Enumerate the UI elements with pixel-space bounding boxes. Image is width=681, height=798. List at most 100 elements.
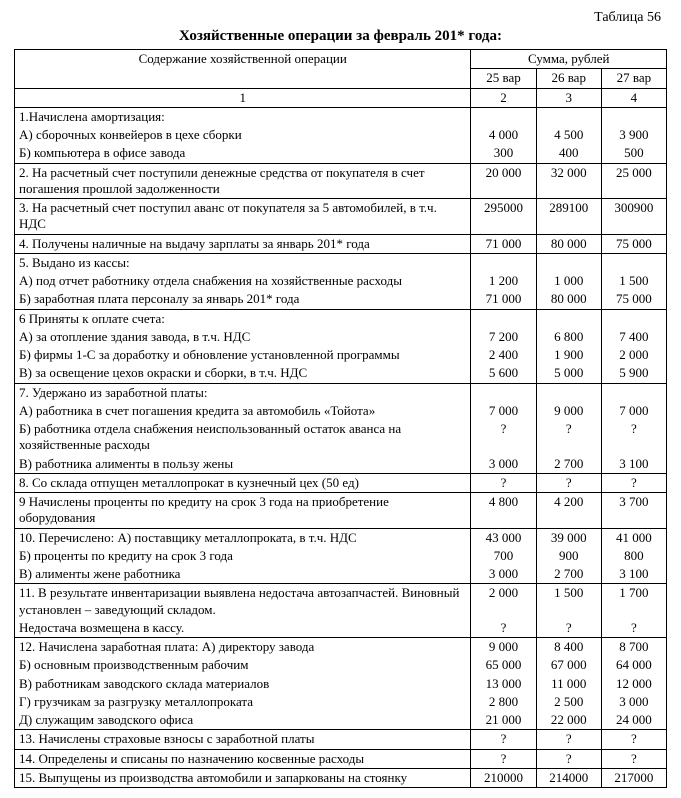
table-row: 7. Удержано из заработной платы: — [15, 383, 667, 402]
row-v1: 7 200 — [471, 328, 536, 346]
row-v3: 8 700 — [601, 638, 666, 657]
row-v2: ? — [536, 730, 601, 749]
row-v3 — [601, 253, 666, 272]
row-v2: 400 — [536, 144, 601, 163]
row-desc: 13. Начислены страховые взносы с заработ… — [15, 730, 471, 749]
table-row: 10. Перечислено: А) поставщику металлопр… — [15, 528, 667, 547]
table-row: А) за отопление здания завода, в т.ч. НД… — [15, 328, 667, 346]
row-v3: 800 — [601, 547, 666, 565]
row-v2: 80 000 — [536, 234, 601, 253]
row-v3: 217000 — [601, 768, 666, 787]
table-row: 12. Начислена заработная плата: А) дирек… — [15, 638, 667, 657]
table-row: Б) компьютера в офисе завода300400500 — [15, 144, 667, 163]
table-row: В) работникам заводского склада материал… — [15, 675, 667, 693]
row-v2: ? — [536, 420, 601, 455]
row-v1: 210000 — [471, 768, 536, 787]
row-v3: 75 000 — [601, 290, 666, 309]
row-v1: 71 000 — [471, 234, 536, 253]
row-v2: ? — [536, 473, 601, 492]
row-v2 — [536, 253, 601, 272]
row-desc: Д) служащим заводского офиса — [15, 711, 471, 730]
row-v2: 80 000 — [536, 290, 601, 309]
row-v1: 2 800 — [471, 693, 536, 711]
table-row: 5. Выдано из кассы: — [15, 253, 667, 272]
table-row: В) за освещение цехов окраски и сборки, … — [15, 364, 667, 383]
row-desc: Б) заработная плата персоналу за январь … — [15, 290, 471, 309]
page-title: Хозяйственные операции за февраль 201* г… — [14, 28, 667, 45]
row-v1: 1 200 — [471, 272, 536, 290]
row-v2: 22 000 — [536, 711, 601, 730]
table-row: 9 Начислены проценты по кредиту на срок … — [15, 493, 667, 529]
row-v1: 3 000 — [471, 565, 536, 584]
row-v2: 900 — [536, 547, 601, 565]
row-v3: 2 000 — [601, 346, 666, 364]
row-v1: 5 600 — [471, 364, 536, 383]
row-desc: Б) проценты по кредиту на срок 3 года — [15, 547, 471, 565]
col-num-1: 1 — [15, 88, 471, 107]
row-v1: ? — [471, 749, 536, 768]
table-row: В) алименты жене работника3 0002 7003 10… — [15, 565, 667, 584]
row-v3: 3 100 — [601, 565, 666, 584]
row-v1: 20 000 — [471, 163, 536, 199]
table-row: 3. На расчетный счет поступил аванс от п… — [15, 199, 667, 235]
row-v1: ? — [471, 730, 536, 749]
row-v2: 39 000 — [536, 528, 601, 547]
row-v3 — [601, 383, 666, 402]
row-v3: 64 000 — [601, 656, 666, 674]
table-row: Недостача возмещена в кассу.??? — [15, 619, 667, 638]
row-v1: ? — [471, 473, 536, 492]
row-v3: ? — [601, 420, 666, 455]
table-row: Б) заработная плата персоналу за январь … — [15, 290, 667, 309]
table-row: Б) основным производственным рабочим65 0… — [15, 656, 667, 674]
row-v3: 3 900 — [601, 126, 666, 144]
row-desc: А) работника в счет погашения кредита за… — [15, 402, 471, 420]
row-v3: 3 700 — [601, 493, 666, 529]
row-v3 — [601, 107, 666, 126]
row-v1: 65 000 — [471, 656, 536, 674]
row-v1: 3 000 — [471, 455, 536, 474]
table-row: А) под отчет работнику отдела снабжения … — [15, 272, 667, 290]
row-v2: 1 900 — [536, 346, 601, 364]
row-v3: 24 000 — [601, 711, 666, 730]
row-v1 — [471, 107, 536, 126]
row-v2: 2 700 — [536, 565, 601, 584]
row-v1: 13 000 — [471, 675, 536, 693]
row-desc: Недостача возмещена в кассу. — [15, 619, 471, 638]
row-desc: Б) работника отдела снабжения неиспользо… — [15, 420, 471, 455]
row-desc: 4. Получены наличные на выдачу зарплаты … — [15, 234, 471, 253]
row-v3: 12 000 — [601, 675, 666, 693]
row-v2: 8 400 — [536, 638, 601, 657]
row-v3: 500 — [601, 144, 666, 163]
table-label: Таблица 56 — [14, 10, 661, 26]
row-desc: Б) фирмы 1-С за доработку и обновление у… — [15, 346, 471, 364]
col-header-desc: Содержание хозяйственной операции — [15, 50, 471, 89]
row-v2: 11 000 — [536, 675, 601, 693]
row-v2: 6 800 — [536, 328, 601, 346]
row-desc: 7. Удержано из заработной платы: — [15, 383, 471, 402]
row-desc: В) работникам заводского склада материал… — [15, 675, 471, 693]
col-num-2: 2 — [471, 88, 536, 107]
operations-table: Содержание хозяйственной операции Сумма,… — [14, 49, 667, 788]
table-row: 13. Начислены страховые взносы с заработ… — [15, 730, 667, 749]
row-v2: 4 500 — [536, 126, 601, 144]
row-v1: 300 — [471, 144, 536, 163]
row-v1: ? — [471, 420, 536, 455]
table-row: А) работника в счет погашения кредита за… — [15, 402, 667, 420]
row-desc: 2. На расчетный счет поступили денежные … — [15, 163, 471, 199]
row-v3: 3 000 — [601, 693, 666, 711]
row-v1: 43 000 — [471, 528, 536, 547]
table-row: Б) работника отдела снабжения неиспользо… — [15, 420, 667, 455]
table-row: А) сборочных конвейеров в цехе сборки4 0… — [15, 126, 667, 144]
row-desc: В) работника алименты в пользу жены — [15, 455, 471, 474]
row-v1: 295000 — [471, 199, 536, 235]
row-v2: ? — [536, 749, 601, 768]
row-v3: 5 900 — [601, 364, 666, 383]
row-desc: А) сборочных конвейеров в цехе сборки — [15, 126, 471, 144]
table-row: 1.Начислена амортизация: — [15, 107, 667, 126]
row-v2: 67 000 — [536, 656, 601, 674]
row-v2: 2 500 — [536, 693, 601, 711]
table-row: 2. На расчетный счет поступили денежные … — [15, 163, 667, 199]
row-v3: 7 000 — [601, 402, 666, 420]
row-v1: 7 000 — [471, 402, 536, 420]
row-v2: 2 700 — [536, 455, 601, 474]
